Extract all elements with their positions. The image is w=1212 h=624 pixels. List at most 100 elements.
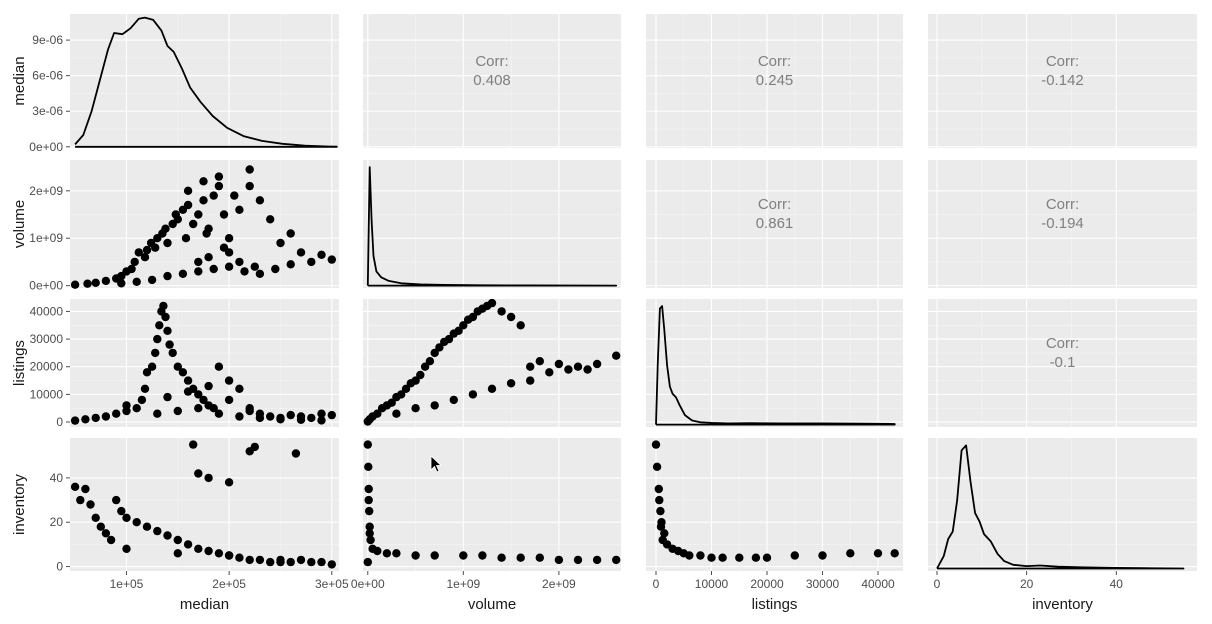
point-volume_vs_median xyxy=(230,191,239,200)
corr-value: -0.142 xyxy=(1041,72,1084,89)
point-volume_vs_median xyxy=(219,210,229,219)
point-volume_vs_median xyxy=(219,243,229,252)
x-tick-label: 40000 xyxy=(861,577,895,591)
point-inventory_vs_volume xyxy=(497,553,506,562)
point-listings_vs_volume xyxy=(526,376,535,385)
panel-volume-inventory xyxy=(928,160,1197,288)
point-listings_vs_volume xyxy=(416,370,425,380)
point-volume_vs_median xyxy=(224,234,234,243)
point-inventory_vs_median xyxy=(132,518,141,527)
point-inventory_vs_median xyxy=(204,546,213,556)
x-tick-label: 1e+05 xyxy=(110,577,144,591)
panel-listings-median xyxy=(70,299,339,427)
point-listings_vs_median xyxy=(199,395,208,405)
x-tick-label: 20 xyxy=(1020,577,1034,591)
panel-median-listings xyxy=(646,14,903,148)
point-inventory_vs_volume xyxy=(364,484,373,494)
y-tick-label: 40000 xyxy=(30,304,64,318)
point-volume_vs_median xyxy=(189,219,198,229)
point-listings_vs_median xyxy=(140,384,150,393)
point-volume_vs_median xyxy=(224,262,234,271)
density-listings xyxy=(655,305,896,426)
point-inventory_vs_median xyxy=(173,535,182,545)
point-volume_vs_median xyxy=(132,277,141,286)
point-listings_vs_volume xyxy=(612,351,621,360)
y-axis-title: listings xyxy=(11,340,28,386)
point-listings_vs_median xyxy=(235,412,244,421)
point-listings_vs_volume xyxy=(411,376,420,385)
point-inventory_vs_median xyxy=(106,535,116,545)
panel-inventory-listings xyxy=(646,438,903,571)
point-inventory_vs_listings xyxy=(735,553,744,562)
point-listings_vs_volume xyxy=(425,357,435,366)
point-volume_vs_median xyxy=(173,215,182,224)
point-listings_vs_volume xyxy=(392,409,401,418)
point-volume_vs_median xyxy=(183,200,193,210)
point-listings_vs_median xyxy=(147,362,157,371)
point-listings_vs_median xyxy=(159,301,168,311)
point-inventory_vs_listings xyxy=(656,506,665,516)
point-listings_vs_median xyxy=(153,409,162,418)
point-listings_vs_volume xyxy=(468,390,478,399)
point-listings_vs_median xyxy=(142,368,152,377)
point-inventory_vs_median xyxy=(173,549,182,558)
point-inventory_vs_listings xyxy=(655,495,664,505)
point-listings_vs_volume xyxy=(435,343,444,352)
point-inventory_vs_volume xyxy=(573,555,583,565)
point-volume_vs_median xyxy=(307,257,316,267)
point-listings_vs_volume xyxy=(397,390,406,399)
panel-listings-inventory xyxy=(928,299,1197,427)
point-inventory_vs_volume xyxy=(365,529,374,538)
point-inventory_vs_median xyxy=(153,526,162,536)
panel-median-median xyxy=(70,14,339,148)
point-volume_vs_median xyxy=(202,229,211,238)
point-volume_vs_median xyxy=(296,248,306,257)
point-listings_vs_median xyxy=(194,390,203,399)
point-inventory_vs_volume xyxy=(364,495,373,505)
point-volume_vs_median xyxy=(235,257,244,267)
point-inventory_vs_listings xyxy=(890,549,899,558)
x-tick-label: 2e+09 xyxy=(542,577,576,591)
point-listings_vs_median xyxy=(161,312,170,322)
corr-label: Corr: xyxy=(758,53,791,70)
point-inventory_vs_volume xyxy=(363,440,372,449)
point-inventory_vs_median xyxy=(194,469,203,478)
point-inventory_vs_volume xyxy=(364,462,373,471)
point-listings_vs_volume xyxy=(526,362,535,371)
point-listings_vs_median xyxy=(214,362,224,371)
point-volume_vs_median xyxy=(204,253,213,262)
point-inventory_vs_median xyxy=(291,449,301,458)
point-volume_vs_median xyxy=(178,269,188,278)
point-listings_vs_volume xyxy=(454,326,463,335)
y-axis-title: median xyxy=(11,56,28,105)
point-inventory_vs_listings xyxy=(656,522,666,531)
point-listings_vs_median xyxy=(276,415,285,424)
point-volume_vs_median xyxy=(194,257,203,267)
point-listings_vs_median xyxy=(194,404,203,413)
y-tick-label: 9e-06 xyxy=(32,33,63,47)
point-listings_vs_volume xyxy=(449,395,458,405)
point-listings_vs_volume xyxy=(506,312,516,322)
point-listings_vs_median xyxy=(101,412,111,421)
point-listings_vs_median xyxy=(132,404,141,413)
point-volume_vs_median xyxy=(130,257,139,267)
y-tick-label: 20 xyxy=(50,515,64,529)
point-inventory_vs_median xyxy=(91,513,100,522)
point-listings_vs_median xyxy=(168,348,177,358)
point-listings_vs_median xyxy=(163,326,172,335)
x-axis-title: inventory xyxy=(1032,596,1093,613)
point-inventory_vs_median xyxy=(101,529,111,538)
point-listings_vs_volume xyxy=(387,398,396,407)
panel-listings-volume xyxy=(363,299,621,427)
point-volume_vs_median xyxy=(235,205,244,214)
point-volume_vs_median xyxy=(286,229,295,238)
point-volume_vs_median xyxy=(183,186,193,195)
y-tick-label: 3e-06 xyxy=(32,104,63,118)
point-volume_vs_median xyxy=(117,279,126,288)
point-inventory_vs_median xyxy=(122,544,131,553)
point-inventory_vs_median xyxy=(327,560,336,569)
point-inventory_vs_listings xyxy=(873,549,883,558)
point-listings_vs_volume xyxy=(373,409,382,418)
y-tick-label: 30000 xyxy=(30,332,64,346)
point-listings_vs_volume xyxy=(487,384,497,393)
